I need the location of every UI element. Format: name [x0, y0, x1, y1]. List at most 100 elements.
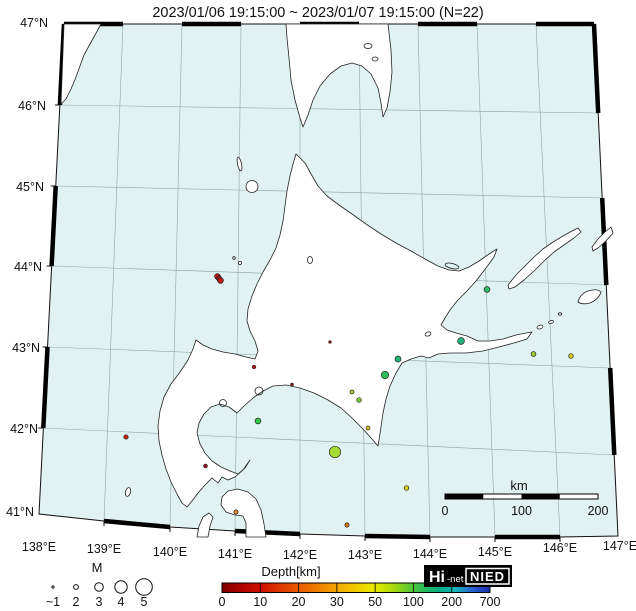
- earthquake-marker: [203, 463, 208, 469]
- km-scalebar: km 0 100 200: [442, 478, 609, 518]
- scalebar-segment: [445, 493, 484, 500]
- depth-colorbar: [221, 582, 491, 593]
- earthquake-marker: [356, 397, 362, 403]
- longitude-label: 144°E: [413, 547, 447, 561]
- scalebar-segment: [521, 493, 560, 500]
- longitude-label: 147°E: [603, 539, 636, 553]
- earthquake-marker: [233, 509, 239, 515]
- meridian-line: [234, 23, 242, 532]
- latitude-label: 46°N: [18, 99, 46, 113]
- magnitude-legend-label: 5: [141, 595, 148, 609]
- earthquake-markers: [123, 273, 574, 528]
- land-masses: [60, 23, 614, 538]
- earthquake-marker: [394, 355, 402, 363]
- depth-tick-label: 100: [403, 595, 424, 609]
- scalebar-tick-label: 0: [442, 504, 449, 518]
- lake-shikotsu: [254, 386, 264, 396]
- iturup-tip: [591, 226, 614, 252]
- map-title: 2023/01/06 19:15:00 ~ 2023/01/07 19:15:0…: [152, 5, 483, 21]
- longitude-label: 138°E: [22, 540, 56, 554]
- hinet-nied-logo: Hi -net NIED: [424, 565, 512, 587]
- parallel-line: [59, 104, 599, 114]
- meridian-line: [535, 23, 561, 538]
- kunashir-island: [507, 227, 582, 290]
- scalebar-unit-label: km: [510, 478, 527, 493]
- magnitude-legend-title: M: [92, 560, 103, 575]
- earthquake-marker: [457, 337, 465, 345]
- earthquake-marker: [530, 351, 537, 357]
- sakhalin-lagoon: [363, 43, 373, 49]
- meridian-line: [103, 23, 124, 522]
- sakhalin: [285, 23, 393, 128]
- depth-tick-label: 20: [292, 595, 306, 609]
- magnitude-legend: M ~1 2 3 4 5: [46, 560, 153, 609]
- logo-hi-text: Hi: [429, 569, 445, 586]
- mainland-coast: [60, 23, 102, 105]
- earthquake-marker: [328, 340, 332, 344]
- longitude-label: 145°E: [478, 545, 512, 559]
- yagishiri-island: [237, 260, 242, 265]
- latitude-label: 43°N: [12, 341, 40, 355]
- earthquake-marker: [380, 370, 390, 380]
- meridian-line: [476, 23, 496, 538]
- habomai-islet: [536, 324, 544, 330]
- magnitude-legend-circle: [51, 585, 55, 589]
- hokkaido: [157, 153, 533, 508]
- earthquake-marker: [251, 364, 257, 370]
- longitude-label: 142°E: [283, 548, 317, 562]
- longitude-label: 139°E: [87, 542, 121, 556]
- earthquake-marker: [403, 485, 410, 491]
- lake-toya: [219, 399, 227, 407]
- magnitude-legend-circle: [94, 582, 104, 592]
- parallel-line: [55, 185, 603, 199]
- depth-tick-label: 30: [330, 595, 344, 609]
- depth-tick-label: 50: [368, 595, 382, 609]
- logo-nied-text: NIED: [470, 569, 505, 584]
- earthquake-marker: [328, 445, 342, 459]
- depth-tick-label: 10: [253, 595, 267, 609]
- parallel-line: [43, 427, 615, 456]
- rishiri-island: [245, 180, 259, 193]
- earthquake-marker: [217, 277, 224, 284]
- okushiri-island: [124, 487, 132, 497]
- magnitude-legend-label: 2: [73, 595, 80, 609]
- habomai-islet: [548, 319, 554, 325]
- depth-legend-title: Depth[km]: [261, 564, 320, 579]
- logo-net-text: -net: [447, 574, 464, 585]
- longitude-label: 146°E: [543, 541, 577, 555]
- scalebar-tick-label: 100: [511, 504, 532, 518]
- longitude-label: 143°E: [348, 548, 382, 562]
- lake-kutcharo: [307, 256, 313, 264]
- longitude-label: 141°E: [218, 547, 252, 561]
- longitude-label: 140°E: [153, 545, 187, 559]
- latitude-label: 44°N: [14, 260, 42, 274]
- depth-tick-label: 700: [480, 595, 501, 609]
- magnitude-legend-circle: [135, 578, 153, 596]
- lake-furen: [424, 331, 432, 337]
- scalebar-tick-label: 200: [588, 504, 609, 518]
- teuri-island: [232, 256, 236, 260]
- shimokita-peninsula: [220, 488, 267, 538]
- magnitude-legend-items: ~1 2 3 4 5: [46, 578, 153, 609]
- lake-saroma: [444, 262, 460, 270]
- earthquake-marker: [254, 417, 262, 425]
- latitude-label: 42°N: [10, 422, 38, 436]
- depth-legend: Depth[km] 0 10 20 30 50 100 200 700: [219, 564, 501, 609]
- earthquake-marker: [483, 286, 491, 293]
- rebun-island: [236, 156, 243, 172]
- magnitude-legend-label: 3: [96, 595, 103, 609]
- logo-nied-box: [465, 567, 510, 585]
- magnitude-legend-circle: [73, 584, 79, 590]
- latitude-label: 47°N: [20, 16, 48, 30]
- earthquake-marker: [349, 389, 355, 395]
- latitude-label: 45°N: [16, 180, 44, 194]
- earthquake-marker: [123, 434, 129, 440]
- depth-tick-label: 200: [441, 595, 462, 609]
- latitude-label: 41°N: [6, 505, 34, 519]
- depth-tick-label: 0: [219, 595, 226, 609]
- shikotan-island: [577, 289, 602, 305]
- magnitude-legend-label: ~1: [46, 595, 60, 609]
- depth-legend-ticks: 0 10 20 30 50 100 200 700: [219, 583, 501, 609]
